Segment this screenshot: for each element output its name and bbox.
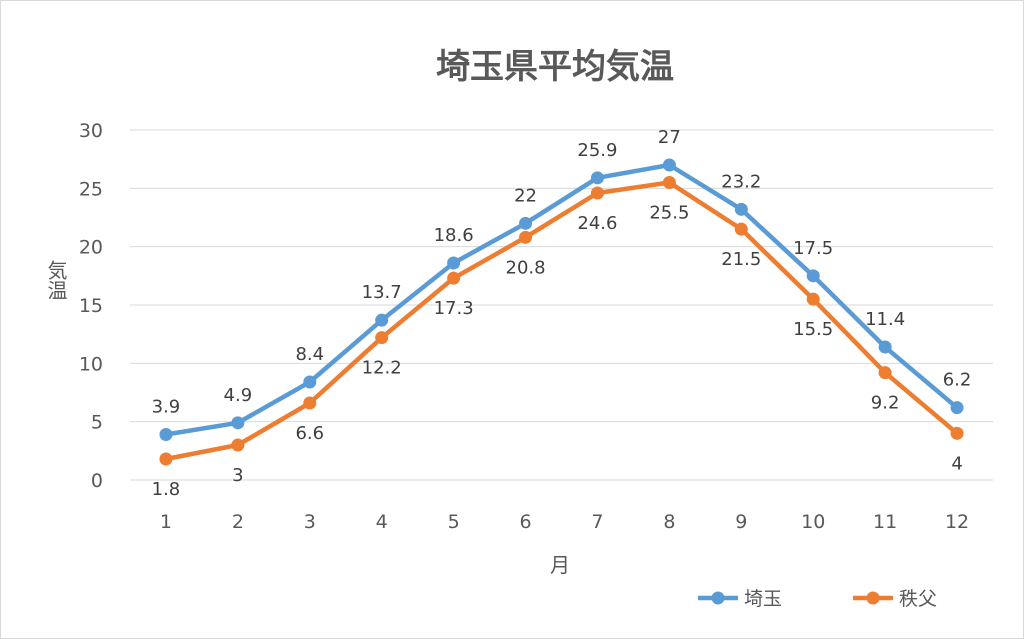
y-tick-label: 10 [79, 353, 103, 375]
data-label: 15.5 [793, 319, 833, 340]
legend-item: 秩父 [853, 588, 937, 610]
x-tick-label: 9 [735, 511, 747, 533]
x-tick-label: 12 [945, 511, 969, 533]
data-label: 17.3 [434, 298, 474, 319]
data-point [878, 366, 892, 380]
data-label: 9.2 [871, 393, 900, 414]
chart-title: 埼玉県平均気温 [436, 47, 674, 87]
data-label: 24.6 [577, 213, 617, 234]
y-tick-label: 20 [79, 237, 103, 259]
data-label: 4 [951, 453, 962, 474]
data-point [303, 375, 317, 389]
legend-marker [711, 591, 725, 605]
series-1: 3.9 4.9 8.4 13.7 18.6 22 25.9 27 23.2 17.5 11.4 6.2 [152, 127, 972, 441]
data-point [662, 158, 676, 172]
data-label: 17.5 [793, 238, 833, 259]
data-label: 4.9 [224, 385, 253, 406]
data-point [519, 216, 533, 230]
series-group: 3.9 4.9 8.4 13.7 18.6 22 25.9 27 23.2 17.5 11.4 6.2… [152, 127, 972, 500]
y-tick-label: 5 [91, 412, 103, 434]
x-tick-label: 4 [376, 511, 388, 533]
y-tick-label: 15 [79, 295, 103, 317]
x-tick-label: 11 [873, 511, 897, 533]
data-point [231, 438, 245, 452]
data-label: 3.9 [152, 397, 181, 418]
x-tick-label: 5 [448, 511, 460, 533]
data-point [662, 176, 676, 189]
data-label: 27 [658, 127, 681, 148]
legend-marker [866, 591, 880, 605]
y-tick-label: 30 [79, 120, 103, 142]
y-tick-label: 25 [79, 178, 103, 200]
series-2: 1.8 3 6.6 12.2 17.3 20.8 24.6 25.5 21.5 15.5 9.2 4 [152, 176, 964, 500]
legend: 埼玉 秩父 [698, 588, 937, 610]
data-point [950, 426, 964, 440]
data-label: 22 [514, 185, 537, 206]
y-axis-label: 気温 [44, 260, 68, 300]
data-label: 11.4 [865, 309, 905, 330]
data-label: 20.8 [506, 257, 546, 278]
data-label: 25.5 [649, 203, 689, 224]
x-axis-ticks: 1 2 3 4 5 6 7 8 9 10 11 12 [160, 511, 969, 533]
data-point [734, 202, 748, 216]
x-tick-label: 10 [801, 511, 825, 533]
data-label: 6.2 [943, 370, 972, 391]
legend-item: 埼玉 [698, 588, 782, 610]
data-point [878, 340, 892, 354]
legend-label: 埼玉 [744, 588, 782, 610]
data-label: 8.4 [295, 344, 324, 365]
x-tick-label: 2 [232, 511, 244, 533]
data-point [375, 331, 389, 345]
data-point [806, 292, 820, 306]
data-point [590, 186, 604, 200]
gridlines [130, 129, 993, 481]
y-axis-ticks: 0 5 10 15 20 25 30 [79, 120, 103, 492]
data-point [806, 269, 820, 283]
data-point [519, 230, 533, 244]
data-point [447, 271, 461, 285]
series-line [165, 180, 959, 462]
x-tick-label: 6 [519, 511, 531, 533]
x-tick-label: 3 [304, 511, 316, 533]
data-label: 12.2 [362, 358, 402, 379]
data-point [303, 396, 317, 410]
data-label: 6.6 [295, 423, 324, 444]
data-label: 23.2 [721, 171, 761, 192]
data-point [159, 428, 173, 441]
data-label: 25.9 [577, 140, 617, 161]
legend-label: 秩父 [899, 588, 937, 610]
x-axis-label: 月 [550, 553, 570, 577]
data-point [375, 313, 389, 327]
data-label: 18.6 [434, 225, 474, 246]
data-point [950, 401, 964, 415]
data-point [447, 256, 461, 270]
x-tick-label: 1 [160, 511, 172, 533]
data-point [231, 416, 245, 430]
x-tick-label: 7 [591, 511, 603, 533]
data-label: 1.8 [152, 479, 181, 500]
y-tick-label: 0 [91, 470, 103, 492]
series-line [165, 162, 959, 437]
data-label: 3 [232, 465, 243, 486]
x-tick-label: 8 [663, 511, 675, 533]
data-label: 13.7 [362, 282, 402, 303]
data-point [590, 171, 604, 185]
data-point [734, 222, 748, 236]
data-label: 21.5 [721, 249, 761, 270]
data-point [159, 452, 173, 466]
